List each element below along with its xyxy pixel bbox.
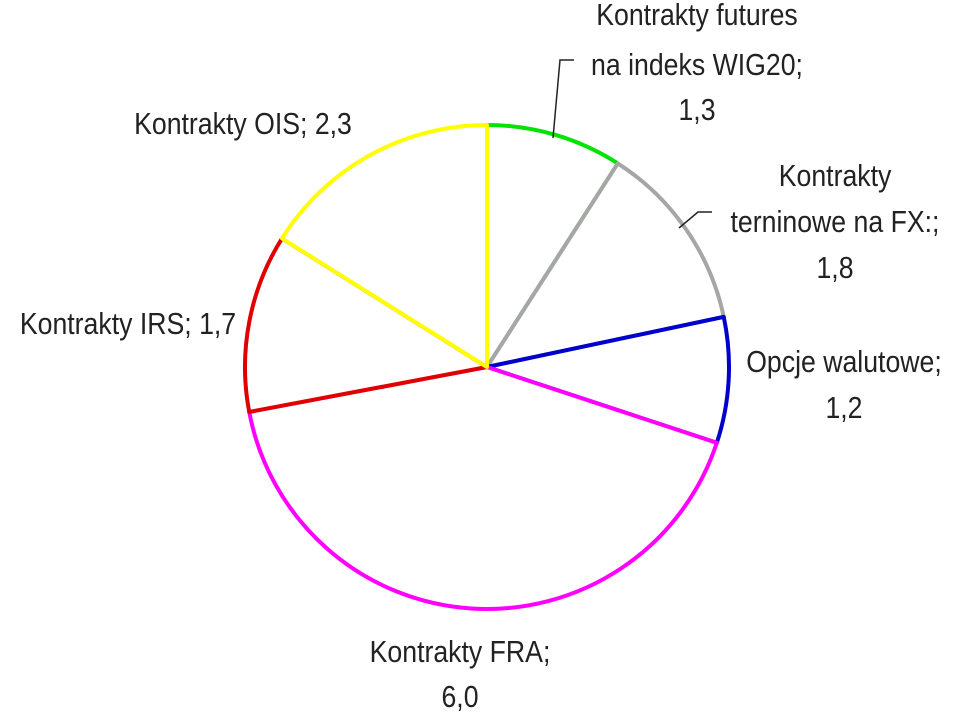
leader-line-futures xyxy=(552,59,574,139)
label-fra-value: 6,0 xyxy=(441,680,478,714)
label-fx-line1: Kontrakty xyxy=(779,159,892,193)
label-fra-line1: Kontrakty FRA; xyxy=(370,635,551,669)
pie-slice-futures xyxy=(485,123,620,369)
label-futures-value: 1,3 xyxy=(678,93,715,127)
label-ois: Kontrakty OIS; 2,3 xyxy=(134,107,352,141)
label-irs: Kontrakty IRS; 1,7 xyxy=(20,307,236,341)
label-opcje-value: 1,2 xyxy=(825,391,862,425)
pie-slice-irs xyxy=(243,236,489,414)
pie-slice-ois xyxy=(279,123,489,369)
label-fx-value: 1,8 xyxy=(816,251,853,285)
pie-slice-fra xyxy=(247,365,719,611)
leader-line-fx xyxy=(678,211,712,229)
label-fx-line2: terninowe na FX:; xyxy=(731,205,940,239)
pie-slice-opcje xyxy=(485,314,731,445)
pie-slices xyxy=(243,123,731,611)
label-opcje-line1: Opcje walutowe; xyxy=(746,345,942,379)
pie-slice-fx xyxy=(485,161,726,369)
label-futures-line2: na indeks WIG20; xyxy=(591,48,803,82)
label-futures-line1: Kontrakty futures xyxy=(596,0,797,33)
